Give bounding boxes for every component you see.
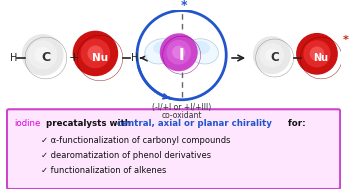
Circle shape	[265, 49, 279, 62]
Text: ✓ α-functionalization of carbonyl compounds: ✓ α-functionalization of carbonyl compou…	[41, 136, 231, 145]
Circle shape	[22, 34, 64, 76]
Circle shape	[304, 40, 330, 67]
Text: +: +	[69, 51, 80, 64]
Circle shape	[34, 46, 51, 63]
Circle shape	[310, 46, 324, 61]
Text: for:: for:	[285, 119, 306, 128]
Circle shape	[296, 33, 338, 75]
Circle shape	[160, 33, 198, 71]
Circle shape	[259, 43, 284, 67]
Circle shape	[73, 31, 118, 76]
Circle shape	[253, 36, 291, 74]
Text: precatalysts with: precatalysts with	[43, 119, 134, 128]
Text: *: *	[180, 0, 187, 12]
Circle shape	[172, 46, 185, 59]
FancyBboxPatch shape	[7, 109, 340, 189]
Text: I: I	[179, 48, 184, 63]
Text: Nu: Nu	[92, 53, 108, 63]
Text: iodine: iodine	[14, 119, 41, 128]
Text: Nu: Nu	[313, 53, 329, 63]
Ellipse shape	[153, 41, 172, 54]
Text: C: C	[270, 51, 279, 64]
Text: H: H	[131, 53, 139, 63]
Text: *: *	[343, 35, 349, 45]
Circle shape	[28, 40, 57, 70]
Text: H: H	[10, 53, 17, 63]
Text: (-I/+I or +I/+III): (-I/+I or +I/+III)	[152, 103, 211, 112]
Ellipse shape	[187, 39, 219, 64]
Text: C: C	[41, 51, 50, 64]
Ellipse shape	[191, 41, 210, 54]
Circle shape	[80, 39, 110, 68]
Text: ✓ dearomatization of phenol derivatives: ✓ dearomatization of phenol derivatives	[41, 151, 211, 160]
Circle shape	[88, 46, 103, 61]
Text: ✓ functionalization of alkenes: ✓ functionalization of alkenes	[41, 167, 167, 175]
Ellipse shape	[145, 39, 176, 64]
Text: central, axial or planar chirality: central, axial or planar chirality	[117, 119, 272, 128]
Text: co-oxidant: co-oxidant	[161, 111, 202, 120]
Circle shape	[166, 40, 191, 65]
